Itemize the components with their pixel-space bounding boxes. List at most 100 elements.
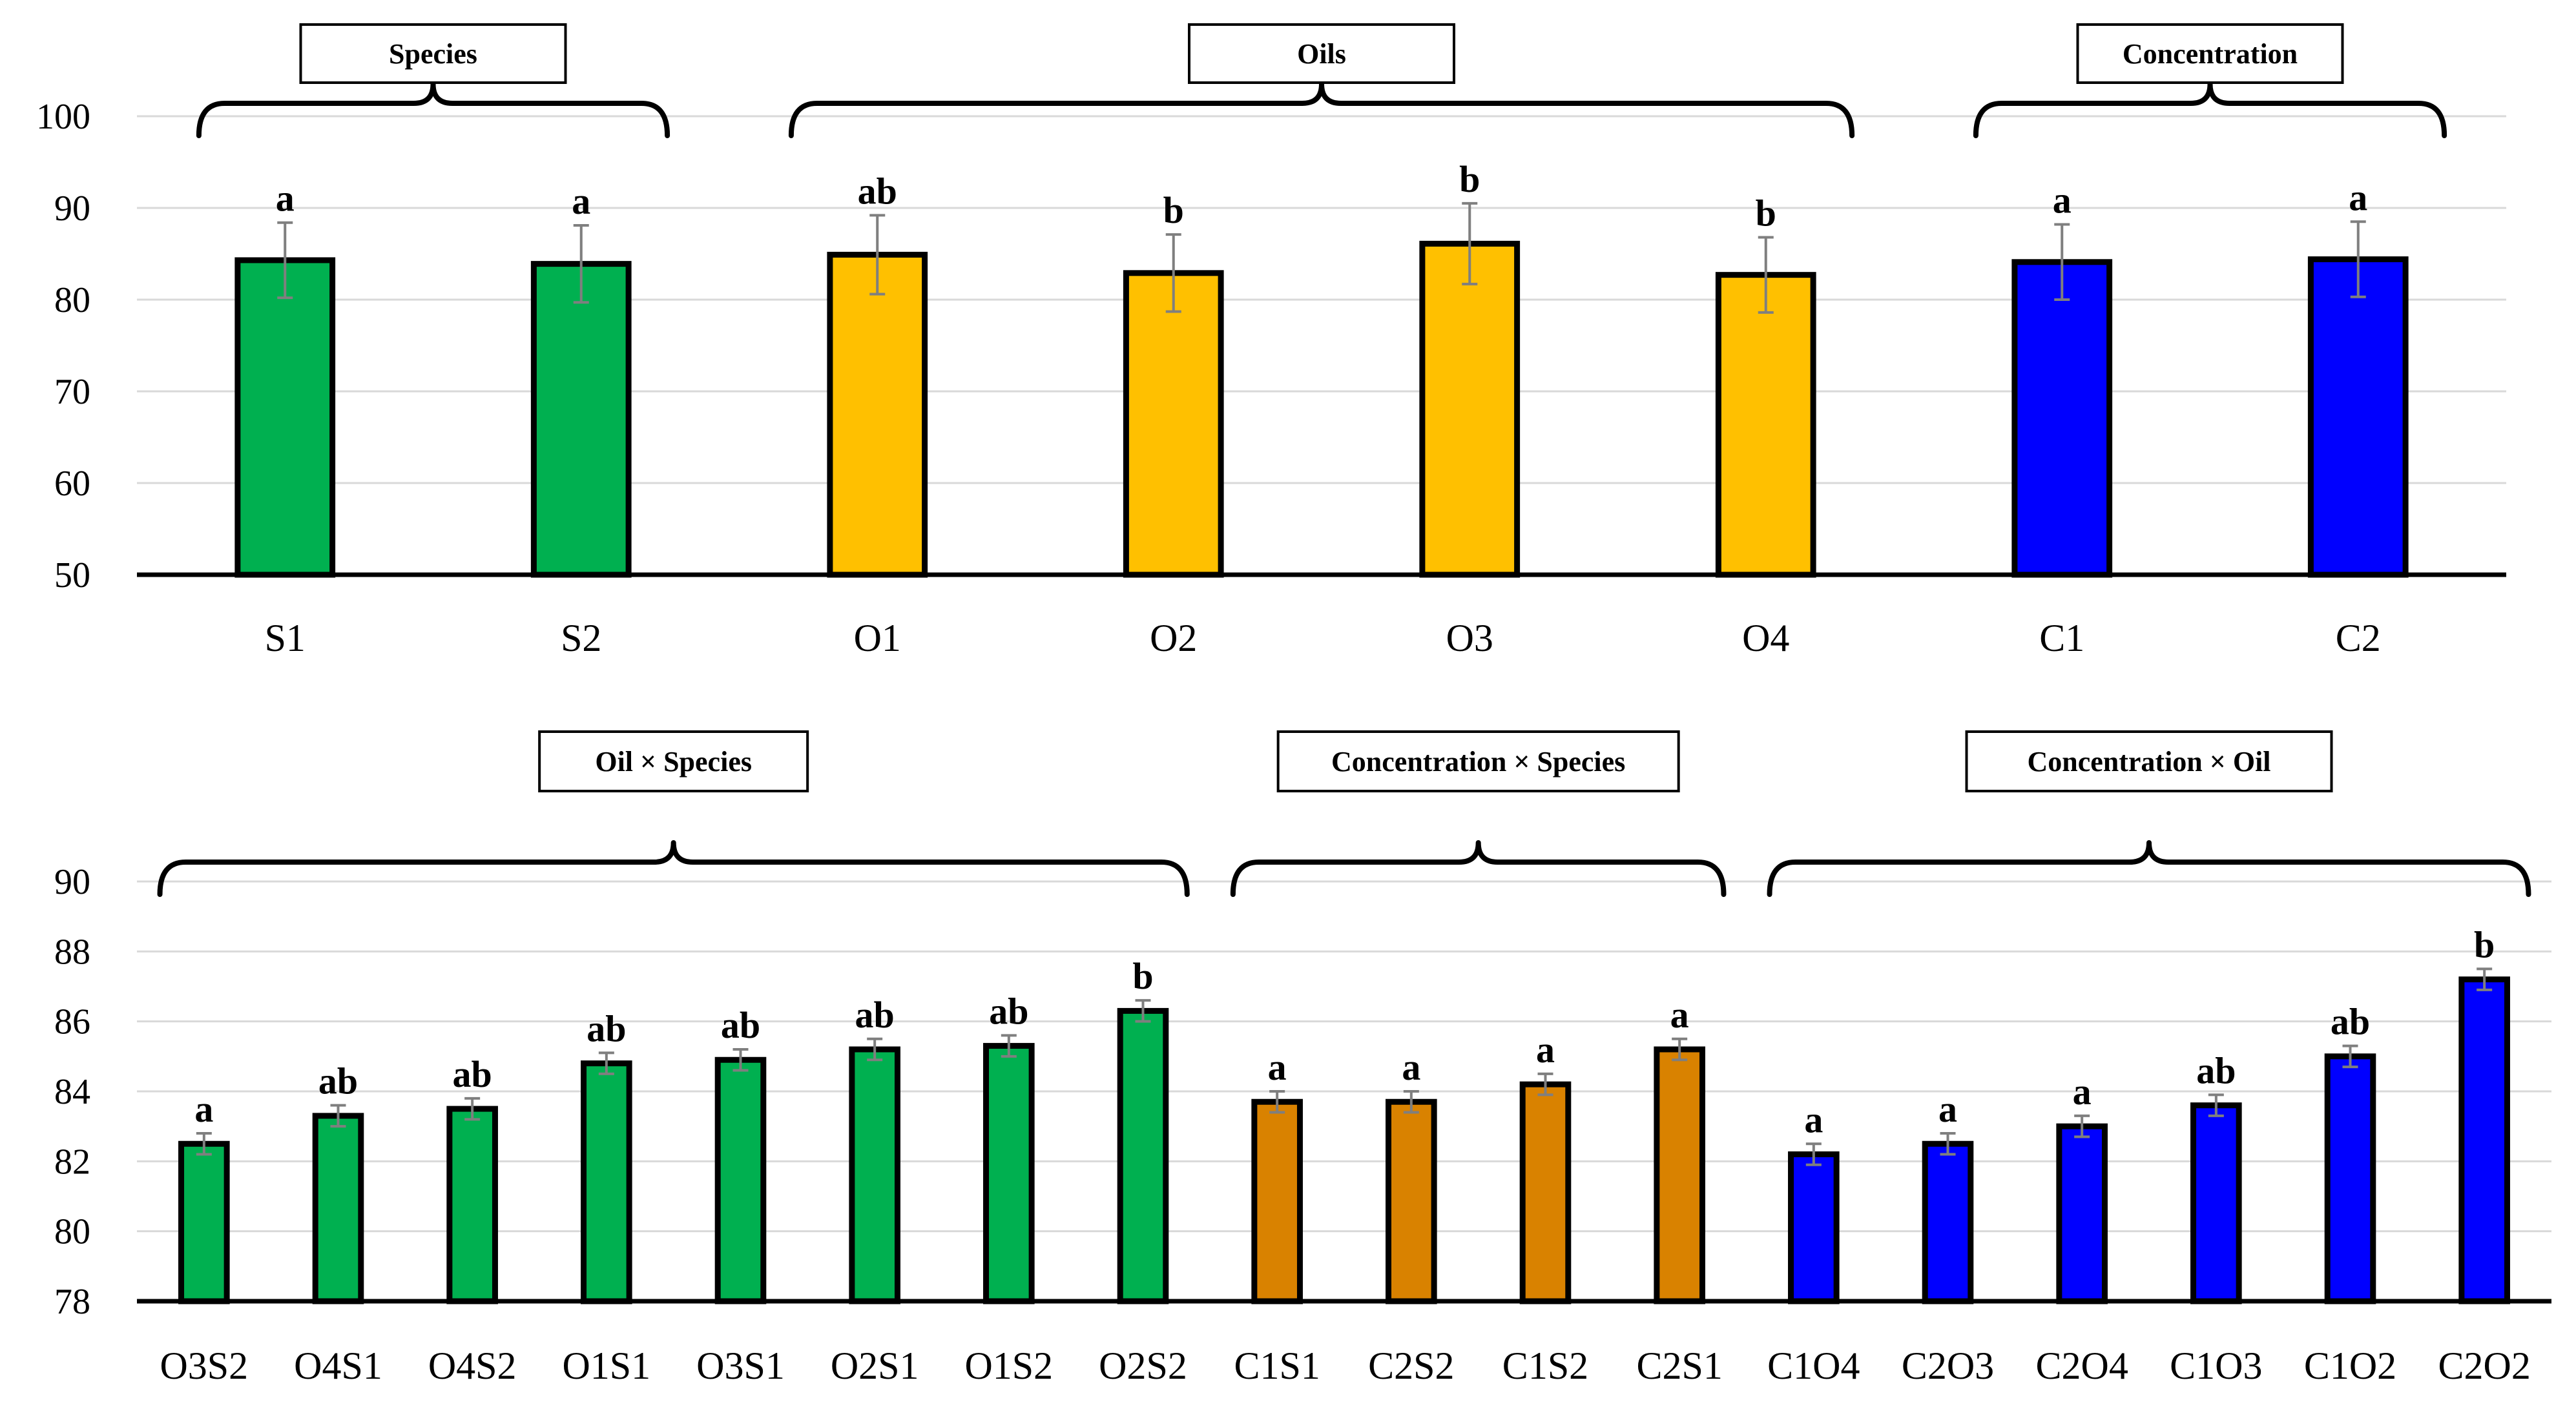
p2-bar-O2S1 [849, 1046, 900, 1304]
p2-y-tick-label: 80 [54, 1212, 90, 1252]
p2-bar-C2S1 [1654, 1046, 1705, 1304]
p2-category-label: O4S1 [294, 1344, 382, 1387]
p1-category-label: C1 [2039, 617, 2084, 659]
p2-category-label: O3S2 [160, 1344, 248, 1387]
p1-group-brace [788, 81, 1855, 138]
p2-category-label: C2O4 [2035, 1344, 2128, 1387]
p2-group-brace [157, 840, 1190, 897]
p2-bar-O1S2 [983, 1043, 1035, 1304]
p2-y-tick-label: 82 [54, 1142, 90, 1182]
p2-group-box [538, 730, 809, 792]
p2-significance-label: a [194, 1088, 213, 1130]
p1-y-tick-label: 90 [54, 189, 90, 229]
p2-group-box [1276, 730, 1680, 792]
p2-significance-label: a [1804, 1098, 1823, 1140]
p2-category-label: O4S2 [428, 1344, 517, 1387]
p1-significance-label: b [1163, 189, 1184, 231]
p1-y-tick-label: 100 [36, 97, 90, 137]
p2-y-tick-label: 84 [54, 1072, 90, 1112]
p1-category-label: O4 [1742, 617, 1789, 659]
p2-bar-O2S2 [1117, 1007, 1169, 1304]
p1-bar-S1 [234, 257, 336, 578]
p2-category-label: C1O2 [2304, 1344, 2396, 1387]
p2-category-label: C2O2 [2438, 1344, 2530, 1387]
p2-category-label: C1S2 [1502, 1344, 1588, 1387]
p2-significance-label: ab [855, 994, 895, 1036]
p2-bar-C1O2 [2324, 1053, 2376, 1304]
p2-category-label: C1O3 [2170, 1344, 2262, 1387]
p1-bar-O3 [1419, 240, 1521, 578]
p1-bar-C2 [2307, 256, 2409, 578]
p1-group-brace [196, 81, 670, 138]
p1-category-label: S2 [561, 617, 601, 659]
p1-category-label: C2 [2336, 617, 2381, 659]
p2-y-tick-label: 78 [54, 1282, 90, 1322]
p2-significance-label: a [2073, 1071, 2092, 1113]
p2-group-box [1965, 730, 2333, 792]
p2-category-label: C2S1 [1636, 1344, 1722, 1387]
p2-significance-label: ab [721, 1004, 760, 1046]
p1-bar-S2 [530, 261, 632, 578]
p2-bar-C1S2 [1519, 1081, 1572, 1304]
p1-group-brace [1973, 81, 2447, 138]
p1-significance-label: ab [858, 170, 897, 212]
p1-bar-O1 [827, 251, 928, 578]
p2-group-label: Concentration × Species [1331, 746, 1625, 778]
p2-significance-label: a [1402, 1046, 1420, 1088]
p2-bar-O3S1 [714, 1056, 767, 1304]
p2-category-label: C2O3 [1902, 1344, 1994, 1387]
p1-group-box [299, 23, 567, 84]
p2-y-tick-label: 90 [54, 862, 90, 902]
p2-significance-label: b [1132, 955, 1153, 997]
p2-y-tick-label: 86 [54, 1002, 90, 1042]
p1-significance-label: b [1756, 192, 1776, 234]
p1-category-label: S1 [265, 617, 306, 659]
p2-category-label: C1O4 [1767, 1344, 1860, 1387]
p1-group-label: Species [389, 38, 477, 70]
p2-bar-C2O2 [2458, 976, 2510, 1304]
p2-bar-O1S1 [581, 1060, 632, 1304]
p1-y-tick-label: 60 [54, 464, 90, 504]
p2-significance-label: ab [587, 1007, 626, 1049]
p1-category-label: O3 [1446, 617, 1493, 659]
p2-bar-C2O3 [1922, 1140, 1974, 1304]
p1-significance-label: a [2053, 180, 2072, 221]
p2-category-label: O2S2 [1099, 1344, 1187, 1387]
p2-significance-label: a [1670, 994, 1689, 1036]
p2-significance-label: ab [2196, 1049, 2236, 1091]
p2-bar-C2O4 [2056, 1123, 2108, 1304]
p2-significance-label: ab [989, 990, 1028, 1032]
p1-y-tick-label: 80 [54, 280, 90, 320]
p1-group-label: Oils [1297, 38, 1346, 70]
p1-bar-O2 [1123, 270, 1224, 578]
p2-significance-label: a [1536, 1029, 1555, 1071]
p1-bar-O4 [1715, 272, 1816, 578]
p2-category-label: O1S2 [964, 1344, 1053, 1387]
p2-category-label: O1S1 [562, 1344, 650, 1387]
p2-significance-label: ab [2331, 1001, 2370, 1043]
p2-bar-O3S2 [178, 1140, 230, 1304]
p1-group-box [1188, 23, 1455, 84]
p2-group-label: Oil × Species [595, 746, 752, 778]
p2-group-brace [1767, 840, 2531, 897]
p2-bar-C1O4 [1788, 1151, 1840, 1304]
p1-significance-label: a [2349, 176, 2367, 218]
p2-category-label: C1S1 [1234, 1344, 1320, 1387]
p1-significance-label: a [276, 178, 295, 220]
p2-bar-C2S2 [1386, 1098, 1437, 1304]
p1-bar-C1 [2011, 259, 2113, 578]
p2-bar-O4S1 [312, 1113, 364, 1304]
p2-bar-C1O3 [2190, 1102, 2242, 1304]
p2-bar-O4S2 [446, 1106, 498, 1304]
p2-group-label: Concentration × Oil [2027, 746, 2270, 778]
p2-group-brace [1230, 840, 1727, 897]
p2-y-tick-label: 88 [54, 932, 90, 972]
p2-category-label: C2S2 [1368, 1344, 1454, 1387]
p2-significance-label: a [1938, 1088, 1957, 1130]
p1-group-box [2076, 23, 2344, 84]
p1-y-tick-label: 50 [54, 555, 90, 595]
p1-significance-label: b [1459, 158, 1480, 200]
p2-significance-label: ab [453, 1053, 492, 1095]
